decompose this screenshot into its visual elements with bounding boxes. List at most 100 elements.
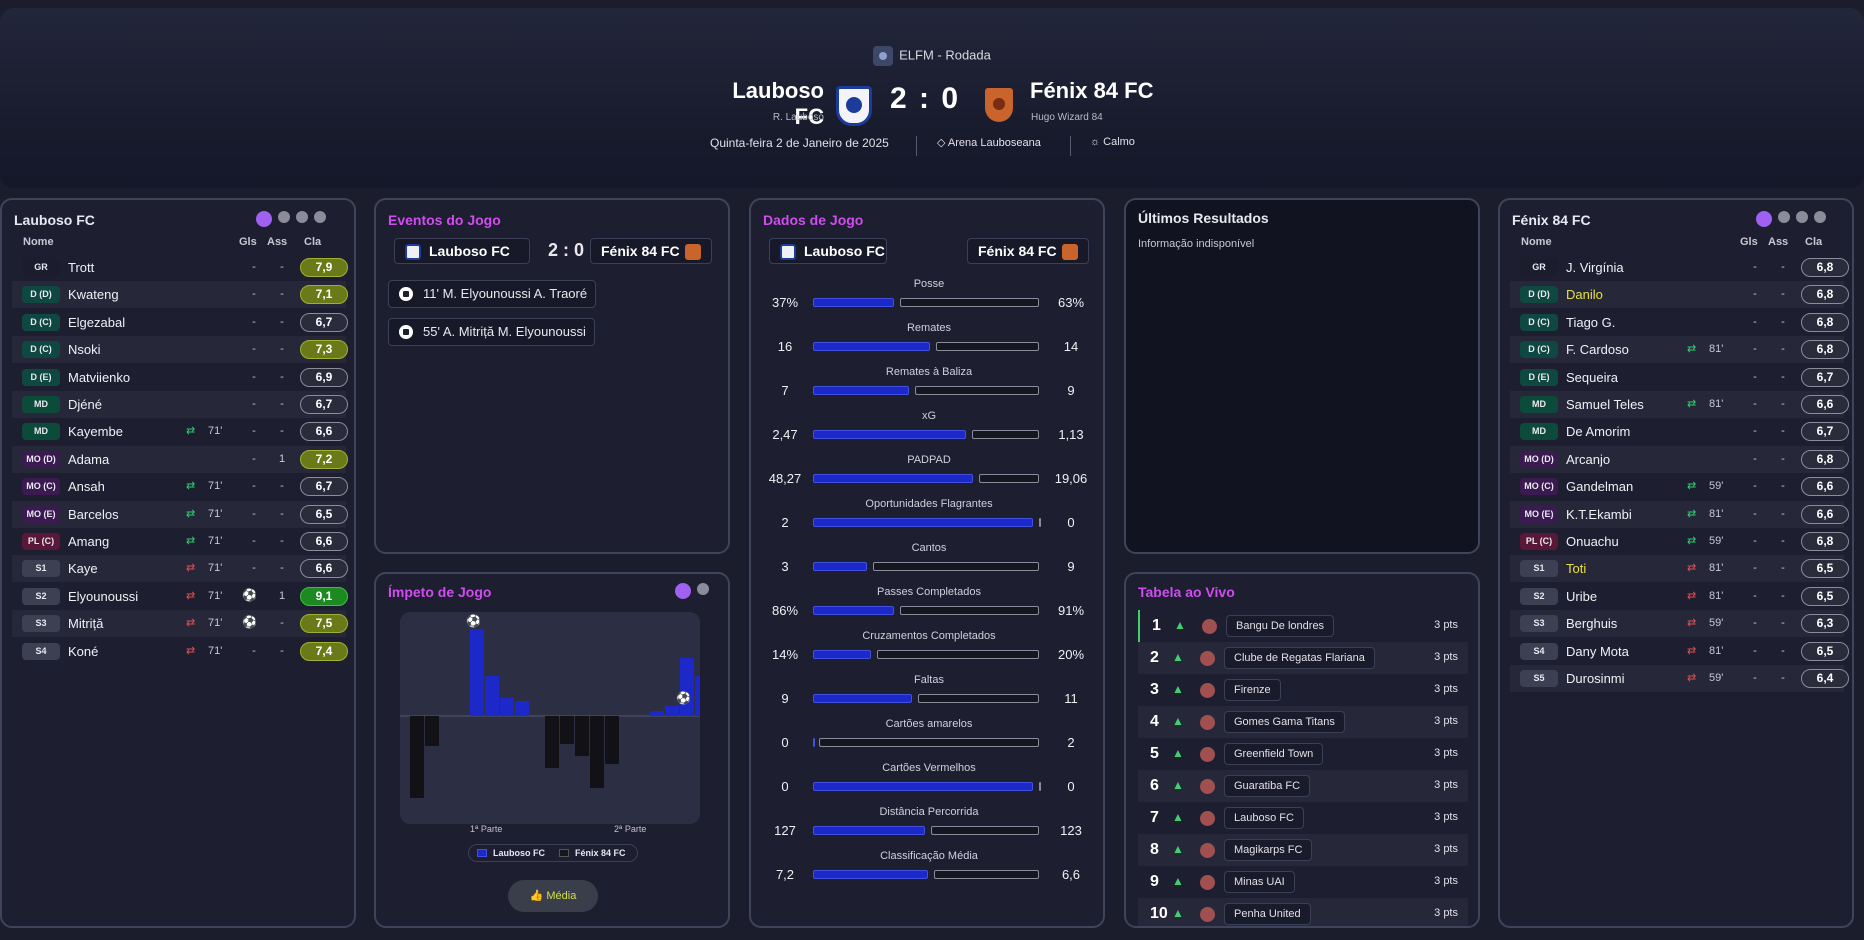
- col-gls[interactable]: Gls: [1740, 236, 1758, 248]
- player-row[interactable]: S2 Elyounoussi ⇄ 71' ⚽ 1 9,1: [12, 583, 348, 610]
- team-name[interactable]: Lauboso FC: [1224, 807, 1304, 829]
- table-row[interactable]: 4 ▲ Gomes Gama Titans 3 pts: [1138, 706, 1468, 738]
- player-name[interactable]: Durosinmi: [1566, 671, 1625, 686]
- col-name[interactable]: Nome: [23, 236, 54, 248]
- player-name[interactable]: Uribe: [1566, 588, 1598, 604]
- col-cla[interactable]: Cla: [1805, 236, 1823, 248]
- player-name[interactable]: J. Virgínia: [1566, 260, 1624, 275]
- view-dot-2[interactable]: [697, 583, 709, 595]
- player-name[interactable]: Kwateng: [68, 287, 119, 303]
- player-row[interactable]: S1 Kaye ⇄ 71' - - 6,6: [12, 555, 348, 583]
- player-row[interactable]: MO (E) K.T.Ekambi ⇄ 81' - - 6,6: [1510, 500, 1849, 528]
- player-name[interactable]: Onuachu: [1566, 534, 1619, 549]
- player-row[interactable]: MO (D) Adama - 1 7,2: [12, 445, 348, 473]
- player-row[interactable]: MO (D) Arcanjo - - 6,8: [1510, 445, 1849, 473]
- live-table[interactable]: 1 ▲ Bangu De londres 3 pts 2 ▲ Clube de Regata…: [1138, 610, 1468, 926]
- player-row[interactable]: MO (C) Ansah ⇄ 71' - - 6,7: [12, 473, 348, 500]
- team-name[interactable]: Guaratiba FC: [1224, 775, 1311, 797]
- event-item[interactable]: 55' A. Mitriță M. Elyounoussi: [388, 318, 595, 346]
- view-dot-3[interactable]: [296, 211, 308, 223]
- competition-label[interactable]: ELFM - Rodada: [0, 46, 1864, 66]
- events-away-chip[interactable]: Fénix 84 FC: [590, 238, 712, 264]
- player-name[interactable]: Trott: [68, 260, 95, 275]
- team-name[interactable]: Greenfield Town: [1224, 743, 1324, 765]
- player-name[interactable]: Koné: [68, 643, 99, 659]
- player-row[interactable]: MO (C) Gandelman ⇄ 59' - - 6,6: [1510, 473, 1849, 500]
- player-row[interactable]: MD Samuel Teles ⇄ 81' - - 6,6: [1510, 391, 1849, 418]
- event-item[interactable]: 11' M. Elyounoussi A. Traoré: [388, 280, 597, 308]
- team-name[interactable]: Gomes Gama Titans: [1224, 711, 1345, 733]
- player-row[interactable]: S3 Mitriță ⇄ 71' ⚽ - 7,5: [12, 610, 348, 638]
- player-row[interactable]: S3 Berghuis ⇄ 59' - - 6,3: [1510, 610, 1849, 638]
- view-dot-4[interactable]: [314, 211, 326, 223]
- player-name[interactable]: Elgezabal: [68, 314, 126, 330]
- table-row[interactable]: 7 ▲ Lauboso FC 3 pts: [1138, 802, 1468, 834]
- player-name[interactable]: Danilo: [1566, 287, 1603, 303]
- col-ass[interactable]: Ass: [1768, 236, 1789, 248]
- player-name[interactable]: Nsoki: [68, 342, 101, 358]
- player-name[interactable]: Toti: [1566, 561, 1587, 577]
- player-name[interactable]: Gandelman: [1566, 479, 1634, 495]
- player-row[interactable]: S1 Toti ⇄ 81' - - 6,5: [1510, 555, 1849, 583]
- team-name[interactable]: Minas UAI: [1224, 871, 1295, 893]
- player-name[interactable]: De Amorim: [1566, 424, 1631, 440]
- view-dot-3[interactable]: [1796, 211, 1808, 223]
- team-name[interactable]: Bangu De londres: [1226, 615, 1335, 637]
- player-row[interactable]: D (C) Nsoki - - 7,3: [12, 336, 348, 364]
- table-row[interactable]: 3 ▲ Firenze 3 pts: [1138, 674, 1468, 706]
- player-name[interactable]: Mitriță: [68, 616, 104, 632]
- player-name[interactable]: Ansah: [68, 479, 105, 495]
- view-dot-1[interactable]: [1756, 210, 1772, 227]
- view-dot-1[interactable]: [675, 582, 691, 599]
- away-team-name[interactable]: Fénix 84 FC: [1030, 78, 1154, 103]
- stadium[interactable]: ◇ Arena Lauboseana: [937, 137, 1041, 149]
- player-row[interactable]: D (E) Matviienko - - 6,9: [12, 364, 348, 391]
- col-gls[interactable]: Gls: [239, 236, 257, 248]
- player-row[interactable]: S4 Koné ⇄ 71' - - 7,4: [12, 638, 348, 665]
- player-row[interactable]: S5 Durosinmi ⇄ 59' - - 6,4: [1510, 665, 1849, 692]
- player-row[interactable]: D (C) Tiago G. - - 6,8: [1510, 309, 1849, 336]
- player-name[interactable]: Dany Mota: [1566, 643, 1629, 659]
- player-row[interactable]: S2 Uribe ⇄ 81' - - 6,5: [1510, 583, 1849, 610]
- view-dot-2[interactable]: [278, 211, 290, 223]
- player-row[interactable]: D (C) Elgezabal - - 6,7: [12, 309, 348, 336]
- player-row[interactable]: D (C) F. Cardoso ⇄ 81' - - 6,8: [1510, 336, 1849, 364]
- col-name[interactable]: Nome: [1521, 236, 1552, 248]
- momentum-chart[interactable]: ⚽ ⚽: [400, 612, 754, 824]
- player-row[interactable]: D (D) Kwateng - - 7,1: [12, 281, 348, 309]
- player-name[interactable]: Samuel Teles: [1566, 397, 1644, 412]
- stats-home-chip[interactable]: Lauboso FC: [769, 238, 887, 264]
- home-team-name[interactable]: Lauboso FC: [732, 78, 824, 129]
- table-row[interactable]: 10 ▲ Penha United 3 pts: [1138, 898, 1468, 926]
- player-row[interactable]: GR Trott - - 7,9: [12, 254, 348, 281]
- player-name[interactable]: Tiago G.: [1566, 314, 1616, 330]
- view-dot-4[interactable]: [1814, 211, 1826, 223]
- view-dot-2[interactable]: [1778, 211, 1790, 223]
- player-row[interactable]: MO (E) Barcelos ⇄ 71' - - 6,5: [12, 500, 348, 528]
- player-row[interactable]: GR J. Virgínia - - 6,8: [1510, 254, 1849, 281]
- table-row[interactable]: 8 ▲ Magikarps FC 3 pts: [1138, 834, 1468, 866]
- player-row[interactable]: PL (C) Onuachu ⇄ 59' - - 6,8: [1510, 528, 1849, 555]
- home-crest-icon[interactable]: [836, 86, 872, 126]
- player-row[interactable]: PL (C) Amang ⇄ 71' - - 6,6: [12, 528, 348, 555]
- col-ass[interactable]: Ass: [267, 236, 288, 248]
- table-row[interactable]: 9 ▲ Minas UAI 3 pts: [1138, 866, 1468, 898]
- player-name[interactable]: Matviienko: [68, 369, 131, 385]
- player-name[interactable]: Sequeira: [1566, 369, 1619, 385]
- table-row[interactable]: 6 ▲ Guaratiba FC 3 pts: [1138, 770, 1468, 802]
- team-name[interactable]: Clube de Regatas Flariana: [1224, 647, 1375, 669]
- player-name[interactable]: F. Cardoso: [1566, 342, 1629, 358]
- player-name[interactable]: Kayembe: [68, 424, 123, 440]
- player-row[interactable]: S4 Dany Mota ⇄ 81' - - 6,5: [1510, 638, 1849, 665]
- player-row[interactable]: D (E) Sequeira - - 6,7: [1510, 364, 1849, 391]
- player-name[interactable]: Kaye: [68, 561, 98, 577]
- player-name[interactable]: Arcanjo: [1566, 451, 1611, 467]
- player-row[interactable]: MD Djéné - - 6,7: [12, 391, 348, 418]
- team-name[interactable]: Magikarps FC: [1224, 839, 1313, 861]
- player-row[interactable]: MD De Amorim - - 6,7: [1510, 418, 1849, 445]
- player-name[interactable]: Berghuis: [1566, 616, 1618, 632]
- stats-away-chip[interactable]: Fénix 84 FC: [967, 238, 1089, 264]
- player-name[interactable]: Barcelos: [68, 506, 119, 522]
- team-name[interactable]: Firenze: [1224, 679, 1281, 701]
- table-row[interactable]: 1 ▲ Bangu De londres 3 pts: [1138, 610, 1468, 642]
